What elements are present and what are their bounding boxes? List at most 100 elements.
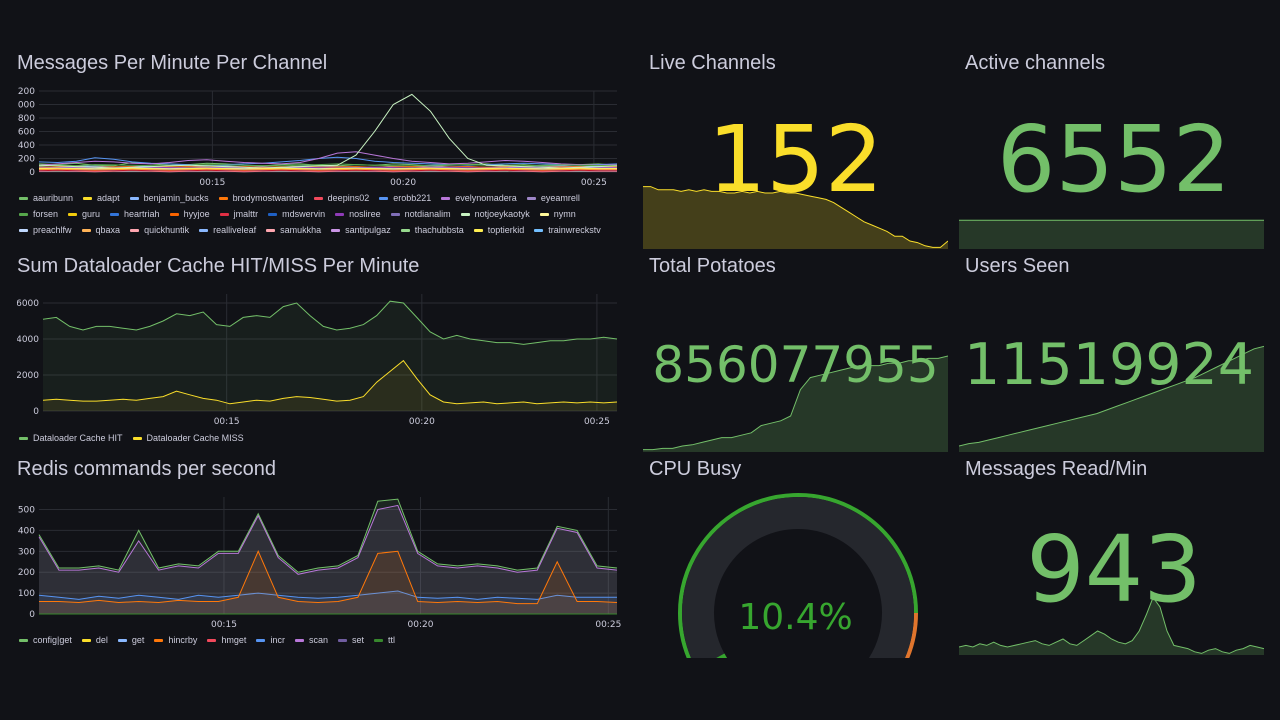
x-tick-label: 00:25: [581, 178, 607, 188]
legend-item[interactable]: scan: [294, 632, 328, 648]
legend-label: hyyjoe: [183, 209, 210, 219]
legend-item[interactable]: Dataloader Cache HIT: [19, 430, 123, 446]
legend-item[interactable]: Dataloader Cache MISS: [132, 430, 244, 446]
legend-item[interactable]: toptierkid: [473, 222, 525, 238]
legend-swatch: [331, 229, 341, 233]
legend-label: incr: [270, 635, 285, 645]
legend-swatch: [337, 639, 347, 643]
series-line-Dataloader Cache HIT[interactable]: [42, 300, 618, 345]
legend-item[interactable]: samukkha: [266, 222, 321, 238]
legend-item[interactable]: santipulgaz: [331, 222, 391, 238]
series-line-incr[interactable]: [38, 590, 617, 600]
legend-item[interactable]: get: [117, 632, 144, 648]
legend-label: notjoeykaotyk: [474, 209, 530, 219]
legend-label: Dataloader Cache HIT: [33, 433, 123, 443]
legend-swatch: [19, 639, 28, 643]
legend-item[interactable]: erobb221: [379, 190, 431, 206]
series-line-Dataloader Cache MISS[interactable]: [42, 359, 618, 405]
users-seen-sparkline: [959, 345, 1264, 452]
legend-item[interactable]: evelynomadera: [441, 190, 517, 206]
cache-chart[interactable]: 0 2000 4000 6000 00:15 00:20 00:25: [17, 289, 629, 429]
y-tick-label: 400: [18, 141, 35, 151]
legend-item[interactable]: brodymostwanted: [218, 190, 304, 206]
legend-swatch: [534, 229, 544, 233]
legend-item[interactable]: hmget: [207, 632, 246, 648]
series-area-config|get: [39, 499, 617, 614]
legend-item[interactable]: nymn: [539, 206, 576, 222]
legend-item[interactable]: qbaxa: [81, 222, 120, 238]
series-line-evelynomadera[interactable]: [38, 151, 618, 166]
legend-item[interactable]: thachubbsta: [400, 222, 464, 238]
legend-item[interactable]: jmalttr: [219, 206, 258, 222]
panel-title: Sum Dataloader Cache HIT/MISS Per Minute: [17, 255, 420, 277]
legend-item[interactable]: hincrby: [154, 632, 197, 648]
gauge-threshold-orange: [904, 612, 918, 658]
series-line-notjoeykaotyk[interactable]: [38, 93, 618, 169]
legend-label: quickhuntik: [144, 225, 190, 235]
y-tick-label: 2000: [17, 371, 39, 381]
panel-title: CPU Busy: [649, 458, 742, 480]
legend-item[interactable]: realliveleaf: [199, 222, 256, 238]
series-line-erobb221[interactable]: [38, 156, 618, 166]
messages-read-value: 943: [1026, 516, 1202, 623]
legend-item[interactable]: valkyrae: [19, 238, 67, 242]
legend-swatch: [169, 213, 179, 217]
legend-item[interactable]: preachlfw: [19, 222, 72, 238]
legend-item[interactable]: set: [337, 632, 364, 648]
series-line-forsen[interactable]: [38, 163, 618, 167]
series-line-hincrby[interactable]: [39, 550, 618, 605]
legend-swatch: [207, 639, 217, 643]
legend-item[interactable]: forsen: [19, 206, 58, 222]
panel-title: Messages Read/Min: [965, 458, 1148, 480]
series-area-scan: [39, 505, 617, 614]
legend-item[interactable]: vixl: [77, 238, 104, 242]
legend-item[interactable]: ttl: [373, 632, 395, 648]
panel-title: Active channels: [965, 52, 1106, 74]
series-area-hincrby: [39, 551, 617, 614]
legend-label: hincrby: [168, 635, 198, 645]
legend-item[interactable]: config|get: [19, 632, 72, 648]
panel-title: Users Seen: [965, 255, 1070, 277]
legend-swatch: [19, 229, 28, 233]
legend-item[interactable]: deepins02: [313, 190, 369, 206]
legend-label: guru: [82, 209, 101, 219]
legend-swatch: [441, 197, 451, 201]
series-line-config|get[interactable]: [38, 498, 618, 573]
legend-item[interactable]: benjamin_bucks: [129, 190, 209, 206]
legend-label: notdianalim: [404, 209, 451, 219]
legend-item[interactable]: incr: [256, 632, 285, 648]
y-tick-label: 600: [18, 128, 35, 138]
legend-item[interactable]: mdswervin: [268, 206, 325, 222]
legend-swatch: [379, 197, 389, 201]
series-line-valkyrae[interactable]: [38, 168, 617, 171]
messages-read-sparkline: [959, 596, 1264, 655]
legend-item[interactable]: notjoeykaotyk: [460, 206, 530, 222]
legend-item[interactable]: guru: [68, 206, 100, 222]
legend-item[interactable]: trainwreckstv: [534, 222, 601, 238]
legend-item[interactable]: heartriah: [110, 206, 160, 222]
legend-item[interactable]: notdianalim: [390, 206, 451, 222]
series-line-vixl[interactable]: [38, 169, 617, 172]
legend-label: vixl: [91, 241, 104, 242]
legend-item[interactable]: aauribunn: [19, 190, 73, 206]
legend-item[interactable]: hyyjoe: [169, 206, 210, 222]
redis-chart[interactable]: 0 100 200 300 400 500 00:15 00:20 00:25: [17, 492, 629, 632]
legend-swatch: [218, 197, 228, 201]
legend-label: nymn: [553, 209, 576, 219]
legend-item[interactable]: eyeamrell: [526, 190, 580, 206]
series-line-scan[interactable]: [38, 504, 618, 575]
legend-swatch: [19, 437, 28, 441]
x-tick-label: 00:20: [408, 620, 434, 630]
legend-item[interactable]: nosliree: [335, 206, 381, 222]
legend-label: toptierkid: [487, 225, 525, 235]
legend-label: hmget: [221, 635, 247, 645]
legend-item[interactable]: del: [81, 632, 108, 648]
legend-item[interactable]: adapt: [83, 190, 120, 206]
y-tick-label: 100: [18, 589, 35, 599]
series-area-Dataloader Cache HIT: [43, 301, 617, 411]
y-tick-label: 1200: [17, 87, 35, 97]
legend-swatch: [268, 213, 278, 217]
messages-chart[interactable]: 0 200 400 600 800 1000 1200 00:15 00:20 00:25: [17, 86, 629, 222]
series-line-toptierkid[interactable]: [38, 167, 617, 170]
legend-item[interactable]: quickhuntik: [130, 222, 189, 238]
